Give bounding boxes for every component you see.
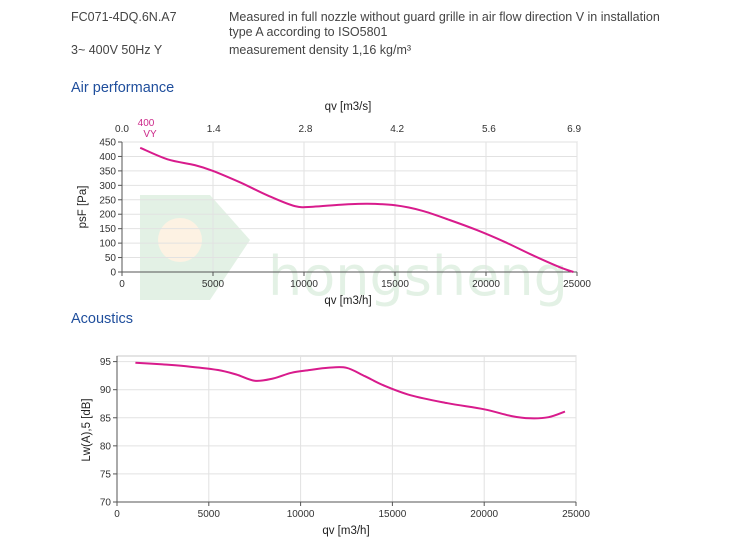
- acoustics-y-tick-label: 75: [100, 469, 112, 480]
- air-y-tick-label: 250: [99, 195, 116, 206]
- acoustics-y-tick-label: 80: [100, 441, 112, 452]
- air-x-tick-label: 0: [119, 279, 125, 290]
- air-performance-chart: 0 50 100 150 200 250 300 350 400 450 0 5000 10000 15…: [77, 101, 591, 307]
- curve-label-speed: 400: [138, 118, 155, 129]
- acoustics-x-axis-label: qv [m3/h]: [322, 525, 369, 537]
- air-y-tick-label: 300: [99, 181, 116, 192]
- curve-label-connection: VY: [143, 129, 157, 140]
- acoustics-curve: [135, 361, 566, 420]
- acoustics-y-tick-label: 85: [100, 413, 112, 424]
- air-top-tick-label: 2.8: [299, 124, 313, 135]
- acoustics-plot-frame: [116, 355, 577, 503]
- measurement-density: measurement density 1,16 kg/m³: [229, 43, 412, 57]
- measurement-note-line2: type A according to ISO5801: [229, 25, 388, 39]
- air-y-tick-label: 200: [99, 210, 116, 221]
- air-x-tick-label: 20000: [472, 279, 500, 290]
- acoustics-x-tick-label: 0: [114, 509, 120, 520]
- air-y-tick-label: 50: [105, 253, 117, 264]
- watermark-text: hongsheng: [268, 245, 568, 308]
- measurement-note-line1: Measured in full nozzle without guard gr…: [229, 10, 660, 24]
- air-y-tick-label: 400: [99, 152, 116, 163]
- air-top-axis-label: qv [m3/s]: [325, 101, 372, 113]
- air-x-tick-label: 5000: [202, 279, 225, 290]
- air-x-axis-label: qv [m3/h]: [324, 295, 371, 307]
- air-top-tick-label: 0.0: [115, 124, 129, 135]
- acoustics-x-tick-label: 15000: [378, 509, 406, 520]
- model-code: FC071-4DQ.6N.A7: [71, 10, 177, 24]
- air-x-tick-label: 25000: [563, 279, 591, 290]
- acoustics-y-tick-label: 70: [100, 498, 112, 509]
- acoustics-y-tick-label: 95: [100, 357, 112, 368]
- air-top-tick-label: 1.4: [207, 124, 221, 135]
- air-x-tick-label: 10000: [290, 279, 318, 290]
- acoustics-y-tick-label: 90: [100, 385, 112, 396]
- acoustics-x-tick-label: 25000: [562, 509, 590, 520]
- air-top-tick-label: 5.6: [482, 124, 496, 135]
- air-y-tick-label: 350: [99, 166, 116, 177]
- air-x-tick-label: 15000: [381, 279, 409, 290]
- air-y-tick-label: 100: [99, 239, 116, 250]
- air-y-tick-label: 0: [110, 268, 116, 279]
- acoustics-x-tick-label: 5000: [198, 509, 221, 520]
- air-y-tick-label: 450: [99, 138, 116, 149]
- watermark-logo-dot-icon: [158, 218, 202, 262]
- acoustics-x-tick-label: 20000: [470, 509, 498, 520]
- air-y-axis-label: psF [Pa]: [77, 186, 89, 229]
- acoustics-y-axis-label: Lw(A),5 [dB]: [81, 398, 93, 461]
- air-y-tick-label: 150: [99, 224, 116, 235]
- acoustics-x-tick-label: 10000: [287, 509, 315, 520]
- supply-spec: 3~ 400V 50Hz Y: [71, 43, 163, 57]
- watermark-logo: hongsheng: [140, 195, 568, 308]
- watermark-logo-mark-icon: [140, 195, 250, 300]
- air-top-tick-label: 6.9: [567, 124, 581, 135]
- air-performance-curve: [139, 146, 574, 273]
- section-title-acoustics: Acoustics: [71, 311, 134, 327]
- air-top-tick-label: 4.2: [390, 124, 404, 135]
- section-title-air-performance: Air performance: [71, 80, 175, 96]
- acoustics-chart: 70 75 80 85 90 95 0 5000 10000 15000 20000 25000 q…: [81, 355, 590, 537]
